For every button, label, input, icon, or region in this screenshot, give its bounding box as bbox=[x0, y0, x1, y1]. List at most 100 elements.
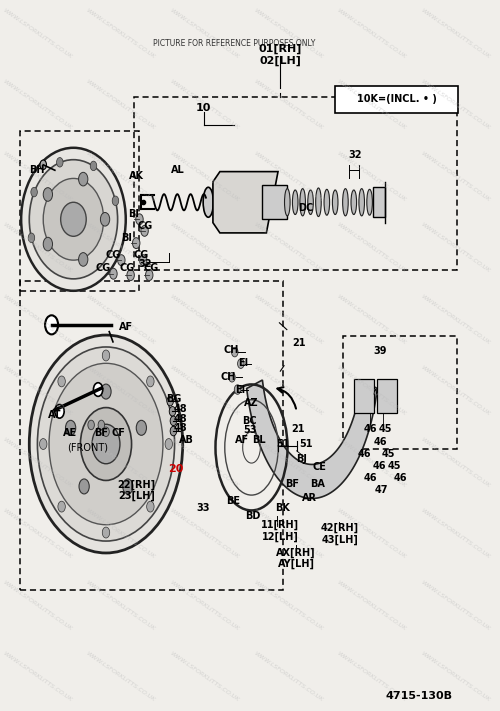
Ellipse shape bbox=[92, 424, 120, 464]
Text: WWW.LSFORKLITTS.CO.UK: WWW.LSFORKLITTS.CO.UK bbox=[2, 651, 72, 702]
Text: WWW.LSFORKLITTS.CO.UK: WWW.LSFORKLITTS.CO.UK bbox=[2, 365, 72, 417]
Ellipse shape bbox=[367, 189, 372, 215]
Text: BC: BC bbox=[242, 416, 257, 426]
Text: 21: 21 bbox=[292, 424, 305, 434]
Ellipse shape bbox=[351, 190, 356, 215]
Text: WWW.LSFORKLITTS.CO.UK: WWW.LSFORKLITTS.CO.UK bbox=[85, 151, 156, 202]
Text: WWW.LSFORKLITTS.CO.UK: WWW.LSFORKLITTS.CO.UK bbox=[2, 7, 72, 59]
Text: 4715-130B: 4715-130B bbox=[386, 691, 452, 702]
Text: 10K=(INCL. • ): 10K=(INCL. • ) bbox=[356, 95, 436, 105]
Circle shape bbox=[98, 420, 104, 429]
Text: BI: BI bbox=[128, 209, 140, 219]
Circle shape bbox=[127, 269, 134, 281]
Text: WWW.LSFORKLITTS.CO.UK: WWW.LSFORKLITTS.CO.UK bbox=[169, 7, 240, 59]
Text: WWW.LSFORKLITTS.CO.UK: WWW.LSFORKLITTS.CO.UK bbox=[252, 7, 324, 59]
Text: BF: BF bbox=[285, 479, 299, 488]
Circle shape bbox=[40, 439, 47, 449]
Circle shape bbox=[146, 269, 153, 281]
Text: BA: BA bbox=[310, 479, 325, 488]
Text: WWW.LSFORKLITTS.CO.UK: WWW.LSFORKLITTS.CO.UK bbox=[169, 437, 240, 488]
Circle shape bbox=[40, 160, 46, 169]
Text: WWW.LSFORKLITTS.CO.UK: WWW.LSFORKLITTS.CO.UK bbox=[420, 7, 491, 59]
Text: WWW.LSFORKLITTS.CO.UK: WWW.LSFORKLITTS.CO.UK bbox=[336, 7, 407, 59]
Text: WWW.LSFORKLITTS.CO.UK: WWW.LSFORKLITTS.CO.UK bbox=[169, 579, 240, 631]
Circle shape bbox=[58, 376, 66, 387]
Ellipse shape bbox=[332, 190, 338, 215]
Text: WWW.LSFORKLITTS.CO.UK: WWW.LSFORKLITTS.CO.UK bbox=[252, 651, 324, 702]
Ellipse shape bbox=[30, 160, 118, 279]
Text: WWW.LSFORKLITTS.CO.UK: WWW.LSFORKLITTS.CO.UK bbox=[169, 151, 240, 202]
Text: WWW.LSFORKLITTS.CO.UK: WWW.LSFORKLITTS.CO.UK bbox=[85, 437, 156, 488]
Text: 39: 39 bbox=[374, 346, 387, 356]
Circle shape bbox=[110, 268, 117, 279]
Ellipse shape bbox=[203, 187, 213, 218]
Text: AR: AR bbox=[302, 493, 316, 503]
Text: CG: CG bbox=[120, 263, 134, 273]
Circle shape bbox=[45, 315, 58, 334]
Text: 11[RH]
12[LH]: 11[RH] 12[LH] bbox=[262, 520, 300, 542]
Text: 51: 51 bbox=[276, 439, 289, 449]
Circle shape bbox=[43, 188, 52, 201]
Text: BH: BH bbox=[29, 164, 44, 175]
Text: WWW.LSFORKLITTS.CO.UK: WWW.LSFORKLITTS.CO.UK bbox=[420, 79, 491, 131]
Bar bbox=[377, 380, 398, 413]
Text: CH: CH bbox=[224, 345, 238, 355]
Circle shape bbox=[101, 384, 111, 399]
Text: WWW.LSFORKLITTS.CO.UK: WWW.LSFORKLITTS.CO.UK bbox=[2, 579, 72, 631]
Text: 46: 46 bbox=[394, 473, 407, 483]
Text: WWW.LSFORKLITTS.CO.UK: WWW.LSFORKLITTS.CO.UK bbox=[252, 437, 324, 488]
Text: WWW.LSFORKLITTS.CO.UK: WWW.LSFORKLITTS.CO.UK bbox=[420, 365, 491, 417]
Circle shape bbox=[102, 527, 110, 538]
Text: WWW.LSFORKLITTS.CO.UK: WWW.LSFORKLITTS.CO.UK bbox=[85, 508, 156, 560]
Text: BI: BI bbox=[122, 232, 132, 242]
Bar bbox=[20, 281, 282, 590]
Text: WWW.LSFORKLITTS.CO.UK: WWW.LSFORKLITTS.CO.UK bbox=[336, 579, 407, 631]
Text: WWW.LSFORKLITTS.CO.UK: WWW.LSFORKLITTS.CO.UK bbox=[252, 294, 324, 346]
Text: WWW.LSFORKLITTS.CO.UK: WWW.LSFORKLITTS.CO.UK bbox=[2, 151, 72, 202]
Text: EI: EI bbox=[238, 358, 248, 368]
Text: CH: CH bbox=[220, 372, 236, 382]
Text: WWW.LSFORKLITTS.CO.UK: WWW.LSFORKLITTS.CO.UK bbox=[336, 294, 407, 346]
Text: (FRONT): (FRONT) bbox=[67, 442, 108, 452]
Text: WWW.LSFORKLITTS.CO.UK: WWW.LSFORKLITTS.CO.UK bbox=[336, 79, 407, 131]
Ellipse shape bbox=[308, 190, 314, 215]
Circle shape bbox=[170, 416, 176, 426]
Text: PICTURE FOR REFERENCE PURPOSES ONLY: PICTURE FOR REFERENCE PURPOSES ONLY bbox=[152, 40, 315, 48]
Circle shape bbox=[132, 237, 140, 249]
Text: 42[RH]
43[LH]: 42[RH] 43[LH] bbox=[321, 523, 359, 545]
Text: AK: AK bbox=[128, 171, 144, 181]
Text: WWW.LSFORKLITTS.CO.UK: WWW.LSFORKLITTS.CO.UK bbox=[2, 79, 72, 131]
Text: AF: AF bbox=[119, 322, 133, 332]
Text: WWW.LSFORKLITTS.CO.UK: WWW.LSFORKLITTS.CO.UK bbox=[2, 294, 72, 346]
Text: 33: 33 bbox=[196, 503, 209, 513]
Text: AX[RH]
AY[LH]: AX[RH] AY[LH] bbox=[276, 547, 316, 570]
Text: WWW.LSFORKLITTS.CO.UK: WWW.LSFORKLITTS.CO.UK bbox=[169, 222, 240, 274]
Ellipse shape bbox=[359, 188, 364, 216]
Circle shape bbox=[238, 359, 244, 368]
Text: WWW.LSFORKLITTS.CO.UK: WWW.LSFORKLITTS.CO.UK bbox=[85, 7, 156, 59]
Text: 48: 48 bbox=[174, 405, 187, 415]
Text: 45: 45 bbox=[379, 424, 392, 434]
Text: 46: 46 bbox=[358, 449, 371, 459]
Text: CG: CG bbox=[138, 221, 153, 231]
Text: AF: AF bbox=[235, 435, 250, 445]
Text: WWW.LSFORKLITTS.CO.UK: WWW.LSFORKLITTS.CO.UK bbox=[169, 365, 240, 417]
Text: WWW.LSFORKLITTS.CO.UK: WWW.LSFORKLITTS.CO.UK bbox=[252, 579, 324, 631]
Text: WWW.LSFORKLITTS.CO.UK: WWW.LSFORKLITTS.CO.UK bbox=[2, 222, 72, 274]
Text: 47: 47 bbox=[375, 486, 388, 496]
Circle shape bbox=[140, 255, 147, 266]
Bar bbox=[354, 380, 374, 413]
Text: WWW.LSFORKLITTS.CO.UK: WWW.LSFORKLITTS.CO.UK bbox=[420, 151, 491, 202]
Ellipse shape bbox=[38, 347, 174, 541]
Ellipse shape bbox=[60, 202, 86, 236]
Text: BF: BF bbox=[94, 428, 108, 438]
Text: WWW.LSFORKLITTS.CO.UK: WWW.LSFORKLITTS.CO.UK bbox=[169, 79, 240, 131]
Text: 46: 46 bbox=[372, 461, 386, 471]
Ellipse shape bbox=[342, 188, 348, 216]
Ellipse shape bbox=[80, 407, 132, 481]
Circle shape bbox=[102, 350, 110, 361]
Text: WWW.LSFORKLITTS.CO.UK: WWW.LSFORKLITTS.CO.UK bbox=[85, 294, 156, 346]
Ellipse shape bbox=[30, 335, 182, 553]
Text: WWW.LSFORKLITTS.CO.UK: WWW.LSFORKLITTS.CO.UK bbox=[252, 79, 324, 131]
Text: WWW.LSFORKLITTS.CO.UK: WWW.LSFORKLITTS.CO.UK bbox=[85, 365, 156, 417]
